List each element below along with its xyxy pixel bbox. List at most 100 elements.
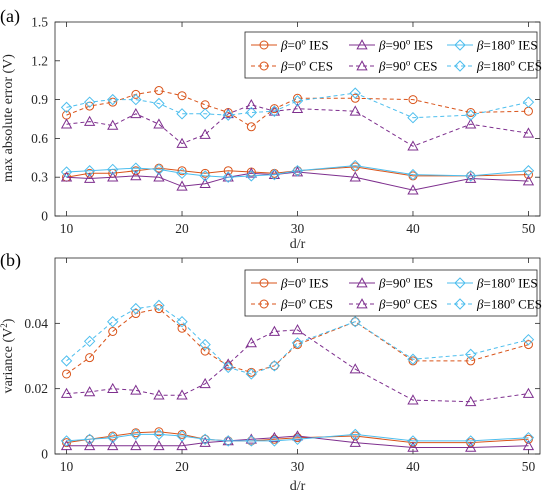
data-point [199,170,211,182]
data-point [177,166,187,176]
data-point [522,431,535,444]
data-point [107,119,119,130]
legend-marker [259,40,269,50]
data-point [293,93,302,103]
data-point [153,389,165,400]
data-point [85,353,95,363]
data-point [222,109,234,121]
data-point [62,369,72,379]
legend-marker [454,277,466,289]
y-tick-label: 0 [41,209,48,224]
series--180-ces [60,87,535,124]
chart-panel-a: 10 20 30 40 50 0 0.3 0.6 0.9 1.2 1.5 d/r max absolut… [0,6,542,252]
data-point [200,346,210,356]
data-point [154,86,164,96]
legend-label: β=90o IES [378,37,433,53]
data-point [349,159,361,172]
legend-marker [259,278,269,288]
y-axis-label: variance (V2) [0,318,16,393]
data-point [268,105,281,117]
data-point [199,108,211,120]
data-point [83,96,96,108]
series-line [66,329,529,403]
data-point [223,166,233,176]
data-point [291,165,304,177]
data-point [465,170,477,182]
data-point [176,315,188,328]
series-line [66,165,529,178]
data-point [222,107,234,119]
y-tick-label: 0 [41,447,48,462]
data-point [465,348,477,361]
series--180-ies [60,159,535,183]
data-point [407,441,419,452]
data-point [176,137,188,148]
data-point [130,162,142,174]
data-point [60,166,73,178]
legend-label: β=90o CES [378,296,437,312]
panel-label: (b) [0,250,21,271]
data-point [465,118,477,129]
legend-label: β=90o CES [378,58,437,74]
series-line [66,308,529,375]
data-point [107,93,119,106]
data-point [153,97,165,110]
data-point [199,433,211,446]
data-point [407,140,419,151]
data-point [407,111,419,124]
data-point [245,170,258,182]
legend-marker [259,299,269,309]
data-point [85,168,95,178]
data-point [153,428,165,441]
data-point [176,180,188,191]
data-point [269,104,279,114]
data-point [153,440,165,451]
y-tick-label: 1.5 [31,15,48,30]
data-point [153,163,165,176]
legend-marker [454,39,466,51]
data-point [130,384,142,395]
data-point [268,105,281,116]
legend-label: β=0o IES [280,275,329,291]
data-point [60,387,73,398]
chart-panel-b: 10 20 30 40 50 0 0.02 0.04 d/r variance (V2) (b) β=… [0,250,542,494]
legend-label: β=0o CES [280,296,333,312]
x-tick-label: 30 [291,221,305,236]
data-point [245,98,257,110]
legend-box [244,31,538,79]
data-point [130,440,142,451]
data-point [107,440,119,451]
series-line [66,166,529,178]
data-point [245,337,257,348]
x-tick-label: 50 [522,221,536,236]
data-point [291,337,304,349]
data-point [130,302,142,315]
legend-marker [356,60,368,71]
data-point [153,118,165,129]
data-point [350,317,360,327]
legend: β=0o IES β=90o IES β=180o IES β=0o CES β=90o… [244,269,542,317]
data-point [522,387,535,398]
data-point [60,355,73,367]
data-point [108,327,118,336]
data-point [268,325,281,336]
series-line [66,92,529,119]
legend-label: β=180o CES [476,296,542,312]
data-point [466,108,476,118]
y-tick-label: 0.02 [24,381,48,396]
x-tick-label: 10 [60,221,74,236]
x-tick-label: 40 [406,459,420,474]
data-point [466,356,476,366]
legend-label: β=180o CES [476,58,542,74]
data-point [83,433,96,446]
data-point [407,168,419,181]
panel-label: (a) [0,6,20,27]
data-point [268,360,281,372]
legend-marker [356,277,368,288]
x-tick-label: 50 [522,459,536,474]
legend-label: β=180o IES [476,275,538,291]
legend-label: β=0o IES [280,37,329,53]
data-point [350,93,360,103]
data-point [349,363,361,374]
